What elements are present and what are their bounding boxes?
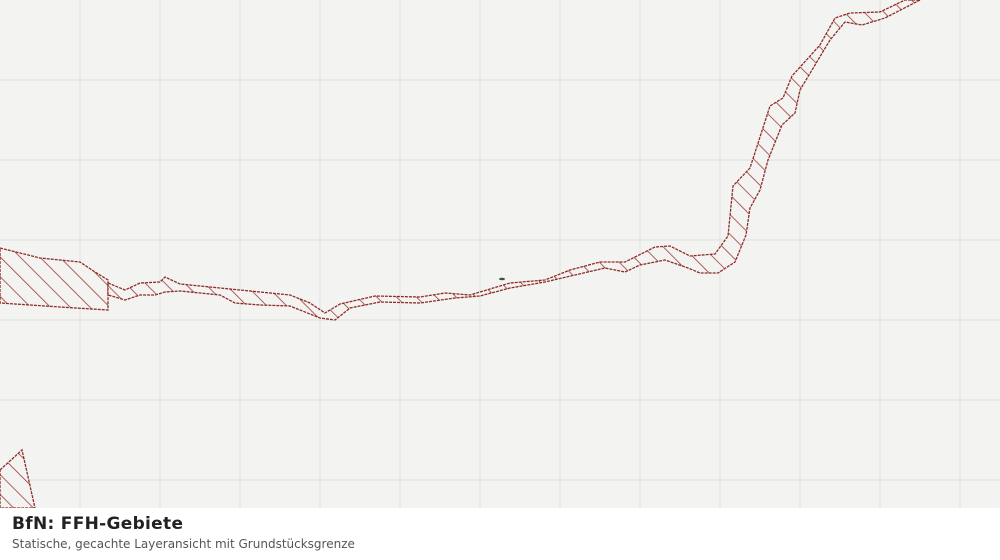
map-feature bbox=[499, 277, 505, 281]
ffh-area bbox=[107, 0, 921, 321]
ffh-area bbox=[0, 247, 109, 311]
legend-title: BfN: FFH-Gebiete bbox=[12, 514, 184, 534]
map-background bbox=[0, 0, 1000, 508]
ffh-areas bbox=[0, 0, 921, 508]
grid bbox=[0, 0, 1000, 508]
ffh-area bbox=[0, 448, 36, 508]
map-view bbox=[0, 0, 1000, 508]
legend: BfN: FFH-Gebiete Statische, gecachte Lay… bbox=[0, 508, 1000, 560]
legend-subtitle: Statische, gecachte Layeransicht mit Gru… bbox=[12, 537, 355, 551]
